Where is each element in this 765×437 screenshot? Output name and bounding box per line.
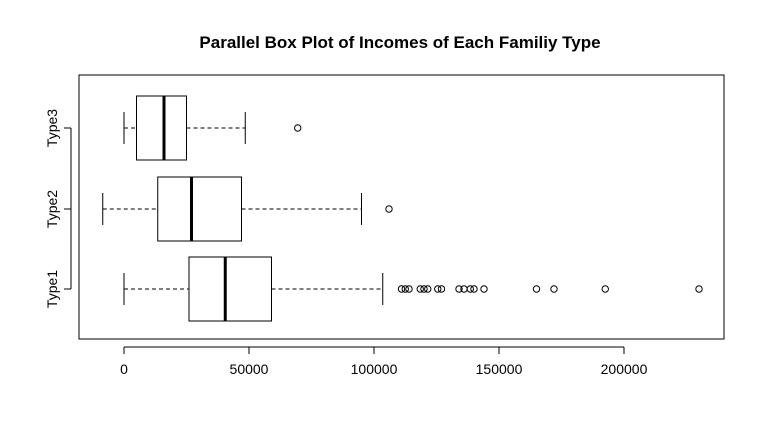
outlier-point xyxy=(294,124,302,132)
box-group xyxy=(102,176,393,242)
outlier-point xyxy=(385,205,393,213)
box-group xyxy=(123,256,703,322)
outlier-point xyxy=(416,285,424,293)
y-axis: Type1 Type2 Type3 xyxy=(44,109,72,308)
outlier-point xyxy=(424,285,432,293)
outlier-point xyxy=(437,285,446,293)
box-iqr xyxy=(188,256,272,322)
box-group xyxy=(123,95,302,161)
outlier-point xyxy=(550,285,558,293)
outlier-point xyxy=(405,285,413,293)
x-tick-label: 50000 xyxy=(230,361,269,377)
outlier-point xyxy=(695,285,703,293)
outlier-point xyxy=(601,285,609,293)
x-tick-label: 0 xyxy=(120,361,128,377)
outlier-point xyxy=(455,285,463,293)
outlier-point xyxy=(420,285,428,293)
box-iqr xyxy=(136,95,187,161)
outlier-point xyxy=(532,285,541,293)
outlier-point xyxy=(401,285,409,293)
boxes xyxy=(102,95,703,322)
box-iqr xyxy=(157,176,242,242)
plot-frame xyxy=(78,74,725,340)
x-tick-label: 100000 xyxy=(351,361,398,377)
outlier-point xyxy=(470,285,478,293)
y-tick-label: Type2 xyxy=(44,190,60,228)
outlier-point xyxy=(466,285,474,293)
outlier-point xyxy=(434,285,442,293)
y-tick-label: Type3 xyxy=(44,109,60,147)
y-tick-label: Type1 xyxy=(44,270,60,308)
chart-title: Parallel Box Plot of Incomes of Each Fam… xyxy=(199,33,600,52)
x-axis: 0 50000 100000 150000 200000 xyxy=(120,346,648,377)
x-tick-label: 150000 xyxy=(476,361,523,377)
x-tick-label: 200000 xyxy=(601,361,648,377)
outlier-point xyxy=(397,285,406,293)
outlier-point xyxy=(480,285,488,293)
